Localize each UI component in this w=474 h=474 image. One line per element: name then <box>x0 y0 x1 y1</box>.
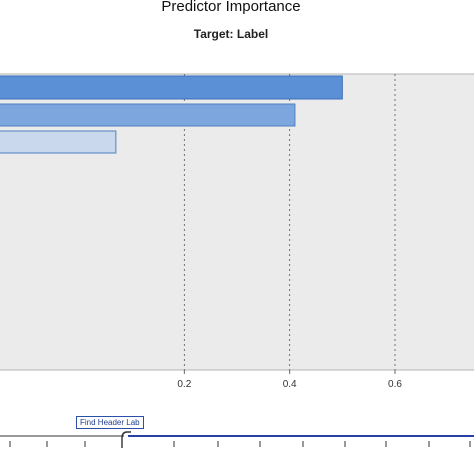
importance-bar-3[interactable] <box>0 130 117 154</box>
x-tick-label-0.4: 0.4 <box>283 379 297 390</box>
chart-subtitle: Target: Label <box>193 27 269 41</box>
slider-handle[interactable] <box>121 431 131 448</box>
range-slider[interactable] <box>0 431 474 448</box>
x-tick-label-0.6: 0.6 <box>388 379 402 390</box>
chart-title: Predictor Importance <box>161 0 301 15</box>
slider-tooltip: Find Header Lab <box>76 416 144 429</box>
importance-bar-2[interactable] <box>0 103 296 127</box>
x-tick-label-0.2: 0.2 <box>177 379 191 390</box>
importance-bar-1[interactable] <box>0 75 343 100</box>
